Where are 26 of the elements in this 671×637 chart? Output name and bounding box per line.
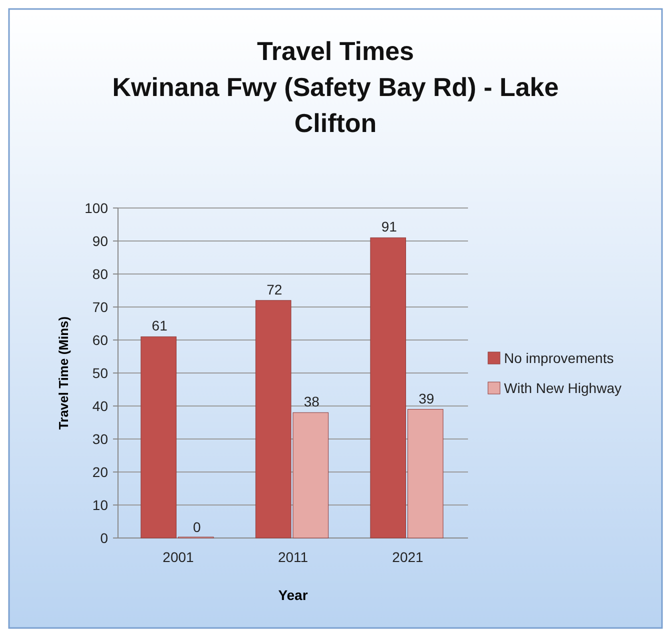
y-tick-label: 50 — [92, 364, 108, 381]
y-tick-label: 30 — [92, 430, 108, 447]
y-tick-label: 70 — [92, 298, 108, 315]
legend-label: With New Highway — [504, 380, 622, 396]
y-tick-label: 80 — [92, 266, 108, 282]
x-axis-title: Year — [278, 587, 308, 603]
y-tick-label: 90 — [92, 232, 108, 249]
x-tick-label: 2021 — [392, 549, 424, 565]
data-label: 38 — [304, 394, 320, 410]
y-tick-label: 0 — [100, 530, 108, 546]
data-label: 0 — [192, 519, 201, 535]
y-tick-label: 60 — [92, 332, 108, 348]
data-label: 39 — [418, 390, 434, 406]
y-tick-label: 10 — [92, 496, 108, 513]
x-tick-label: 2011 — [278, 549, 308, 565]
y-tick-label: 40 — [92, 398, 108, 414]
legend-label: No improvements — [504, 350, 614, 366]
data-label: 61 — [152, 318, 168, 334]
chart-subtitle: Kwinana Fwy (Safety Bay Rd) - Lake Clifton — [112, 72, 559, 138]
x-tick-label: 2001 — [162, 549, 194, 565]
y-tick-label: 20 — [92, 464, 108, 480]
chart-title: Travel Times — [256, 36, 414, 66]
y-axis-title: Travel Time (Mins) — [56, 316, 71, 430]
data-label: 91 — [381, 218, 398, 235]
y-tick-label: 100 — [84, 200, 108, 216]
data-label: 72 — [266, 281, 282, 298]
